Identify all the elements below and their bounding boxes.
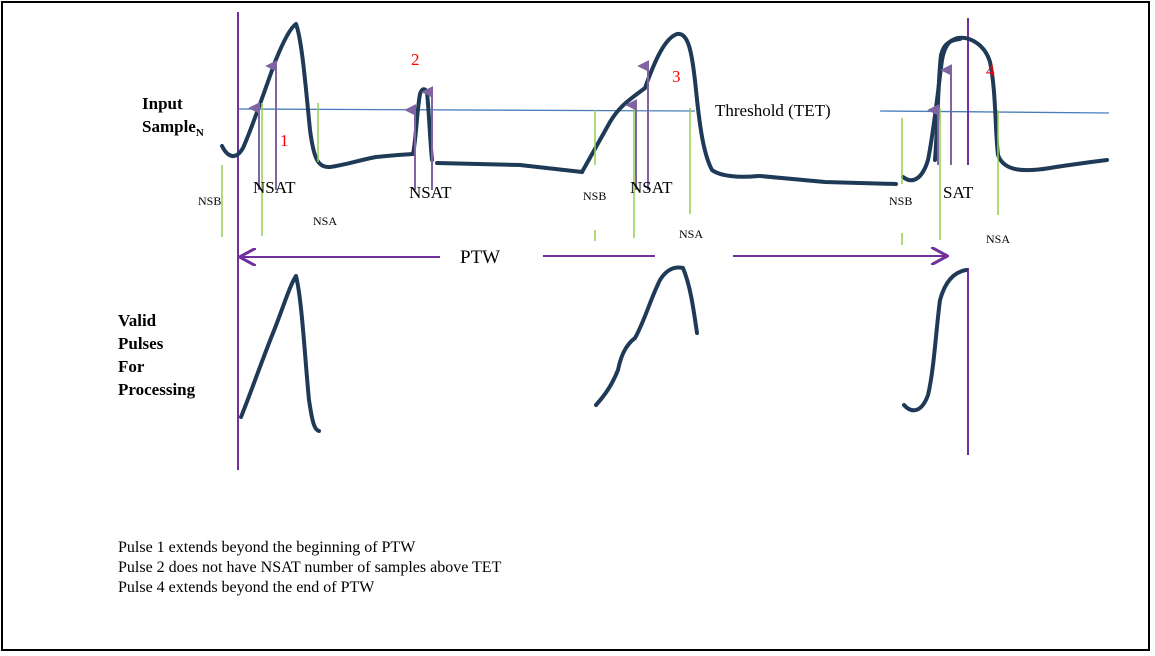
input-label: Input (142, 94, 183, 113)
pulse-number-1: 1 (280, 131, 289, 150)
threshold-arrows (248, 60, 953, 190)
waveform-pulse-4-overlay (933, 37, 962, 162)
waveform-pulse-3 (580, 31, 760, 179)
nsa-label-1: NSA (313, 214, 337, 228)
sample-subscript: N (195, 127, 204, 139)
waveform-baseline-2 (435, 161, 584, 174)
valid-label-line-3: For (118, 357, 145, 376)
notes: Pulse 1 extends beyond the beginning of … (118, 538, 501, 598)
note-3: Pulse 4 extends beyond the end of PTW (118, 579, 375, 596)
valid-pulse-3 (594, 265, 699, 407)
nsa-label-3: NSA (679, 227, 703, 241)
valid-label-line-1: Valid (118, 311, 157, 330)
valid-pulses-label: Valid Pulses For Processing (118, 309, 195, 401)
threshold-label: Threshold (TET) (715, 101, 831, 120)
threshold-line (237, 108, 1110, 114)
valid-pulse-4 (902, 268, 968, 413)
ptw-label: PTW (460, 247, 500, 268)
valid-label-line-4: Processing (118, 380, 196, 399)
nsat-label-3: NSAT (630, 178, 673, 197)
valid-pulses (239, 265, 968, 433)
sat-label-4: SAT (943, 183, 974, 202)
waveform-pulse-4 (901, 35, 1109, 183)
note-1: Pulse 1 extends beyond the beginning of … (118, 539, 416, 556)
waveform-gap-1 (328, 152, 415, 169)
waveform-pulse-1 (220, 22, 330, 169)
nsb-label-1: NSB (198, 194, 221, 208)
sample-label-text: Sample (142, 117, 196, 136)
pulse-number-2: 2 (411, 50, 420, 69)
nsat-label-1: NSAT (253, 178, 296, 197)
nsb-label-4: NSB (889, 194, 912, 208)
input-waveform (220, 22, 1109, 186)
pulse-number-3: 3 (672, 67, 681, 86)
pulse-number-4: 4 (986, 61, 995, 80)
waveform-baseline-3 (758, 174, 898, 186)
sample-ticks (221, 103, 999, 245)
sample-label: SampleN (142, 117, 204, 143)
note-2: Pulse 2 does not have NSAT number of sam… (118, 559, 502, 576)
nsa-label-4: NSA (986, 232, 1010, 246)
nsat-label-2: NSAT (409, 183, 452, 202)
ptw-arrow (241, 256, 946, 257)
valid-label-line-2: Pulses (118, 334, 164, 353)
nsb-label-3: NSB (583, 189, 606, 203)
valid-pulse-1 (239, 274, 321, 433)
